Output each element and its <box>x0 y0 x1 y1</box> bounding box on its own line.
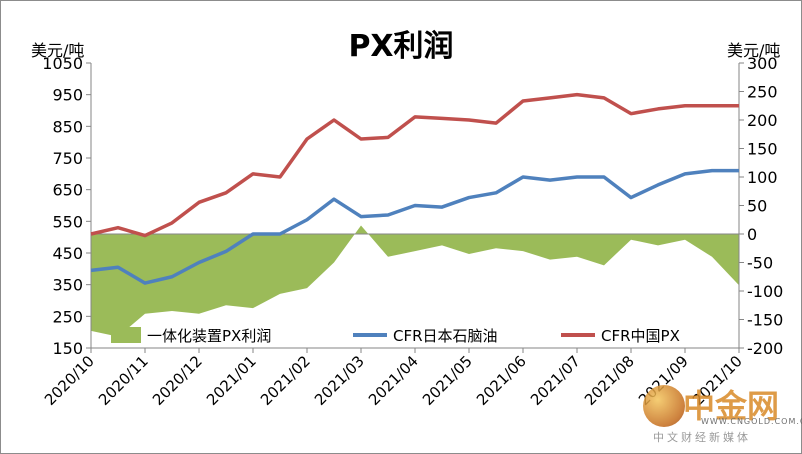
chart-title: PX利润 <box>348 29 454 64</box>
globe-icon <box>643 385 685 427</box>
left-tick-label: 550 <box>52 212 83 231</box>
right-tick-label: 250 <box>747 83 778 102</box>
legend-item-naphtha: CFR日本石脑油 <box>353 324 498 346</box>
x-tick-label: 2021/04 <box>365 352 422 409</box>
x-tick-label: 2021/06 <box>473 352 530 409</box>
right-tick-label: 100 <box>747 168 778 187</box>
right-tick-label: -50 <box>747 254 773 273</box>
watermark-name: 中金网 <box>683 387 780 425</box>
legend-label-profit: 一体化装置PX利润 <box>147 326 272 345</box>
right-tick-label: -100 <box>747 282 783 301</box>
x-tick-label: 2021/07 <box>527 352 584 409</box>
right-axis-unit: 美元/吨 <box>727 41 781 60</box>
legend-swatch-px <box>561 333 595 337</box>
left-tick-label: 250 <box>52 307 83 326</box>
x-tick-label: 2021/03 <box>311 352 368 409</box>
left-tick-label: 350 <box>52 276 83 295</box>
x-tick-label: 2020/12 <box>149 352 206 409</box>
right-tick-label: 0 <box>747 225 757 244</box>
right-tick-label: 150 <box>747 140 778 159</box>
left-tick-label: 850 <box>52 117 83 136</box>
x-tick-label: 2020/11 <box>95 352 152 409</box>
legend-swatch-naphtha <box>353 333 387 337</box>
watermark-slogan: 中文财经新媒体 <box>653 431 751 444</box>
legend-label-naphtha: CFR日本石脑油 <box>393 326 498 345</box>
right-tick-label: 300 <box>747 54 778 73</box>
x-tick-label: 2021/02 <box>257 352 314 409</box>
legend-label-px: CFR中国PX <box>601 326 680 345</box>
right-tick-label: 200 <box>747 111 778 130</box>
x-tick-label: 2021/05 <box>419 352 476 409</box>
profit-area <box>91 225 739 337</box>
left-tick-label: 950 <box>52 86 83 105</box>
legend-item-profit: 一体化装置PX利润 <box>111 324 271 346</box>
right-tick-label: 50 <box>747 197 767 216</box>
x-tick-label: 2021/08 <box>581 352 638 409</box>
watermark-logo: 中金网 WWW.CNGOLD.COM.CN 中文财经新媒体 <box>641 381 802 445</box>
legend-item-px: CFR中国PX <box>561 324 680 346</box>
naphtha-line <box>90 168 739 285</box>
left-tick-label: 150 <box>52 339 83 358</box>
x-tick-label: 2020/10 <box>41 352 98 409</box>
legend-swatch-profit <box>111 327 141 343</box>
x-tick-label: 2021/01 <box>203 352 260 409</box>
left-tick-label: 750 <box>52 149 83 168</box>
left-tick-label: 1050 <box>42 54 83 73</box>
left-tick-label: 650 <box>52 181 83 200</box>
left-axis-unit: 美元/吨 <box>31 41 85 60</box>
watermark-url: WWW.CNGOLD.COM.CN <box>701 417 802 426</box>
right-tick-label: -150 <box>747 311 783 330</box>
left-tick-label: 450 <box>52 244 83 263</box>
px-line <box>90 92 739 238</box>
right-tick-label: -200 <box>747 339 783 358</box>
